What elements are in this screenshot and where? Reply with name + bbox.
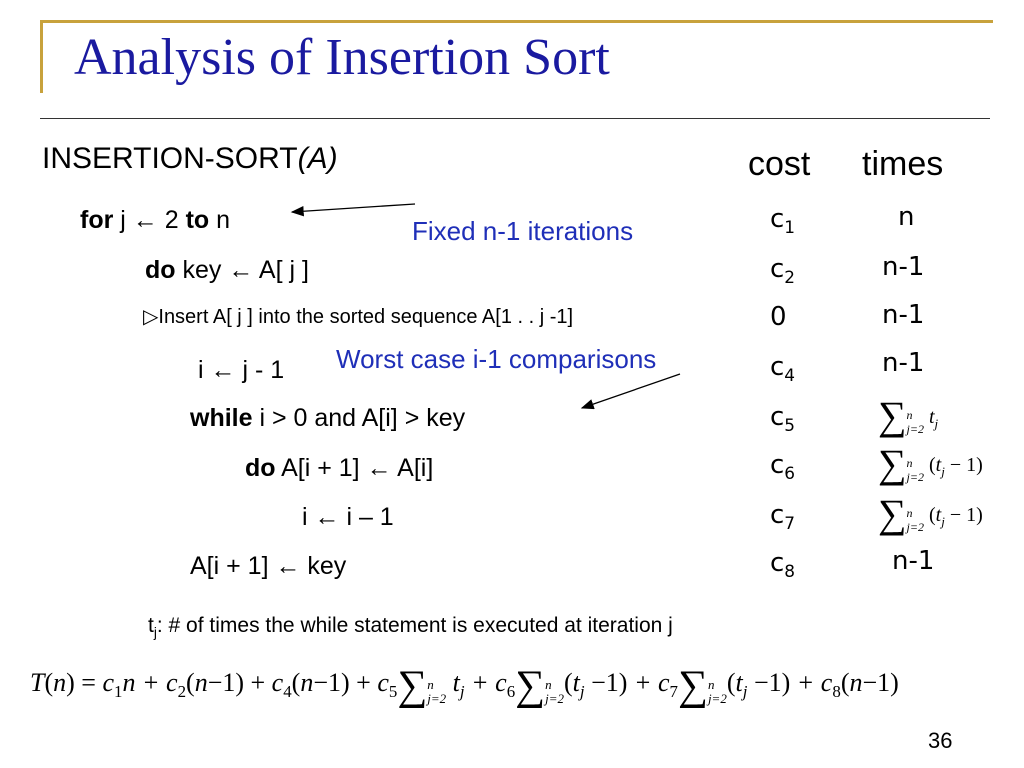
times-line-1: n <box>898 202 915 232</box>
code-text: i > 0 and A[i] > key <box>252 404 466 432</box>
code-line-7: i ← i – 1 <box>302 503 394 531</box>
code-line-5: while i > 0 and A[i] > key <box>190 404 465 433</box>
code-text: n <box>209 206 231 234</box>
times-header: times <box>862 145 944 183</box>
times-line-4: n-1 <box>882 348 925 378</box>
cost-c1: c1 <box>770 204 796 238</box>
cost-0: 0 <box>770 302 787 332</box>
title-bracket-decoration <box>40 20 993 93</box>
algorithm-header: INSERTION-SORT(A) <box>42 142 338 176</box>
cost-header: cost <box>748 145 811 183</box>
cost-formula: T(n) = c1n + c2(n−1) + c4(n−1) + c5∑n j=2… <box>30 663 899 709</box>
keyword: do <box>245 454 276 482</box>
arrow-to-for-line <box>290 203 416 217</box>
title-divider <box>40 118 990 119</box>
cost-c4: c4 <box>770 352 796 386</box>
annotation-fixed-iterations: Fixed n-1 iterations <box>412 216 634 246</box>
cost-c8: c8 <box>770 548 796 582</box>
code-text: A[i + 1] ← A[i] <box>275 454 434 482</box>
algorithm-arg: (A) <box>297 142 338 175</box>
code-line-1: for j ← 2 to n <box>80 206 230 235</box>
code-line-3: ▷Insert A[ j ] into the sorted sequence … <box>143 306 574 328</box>
times-line-3: n-1 <box>882 300 925 330</box>
keyword: while <box>190 404 253 432</box>
code-line-8: A[i + 1] ← key <box>190 552 347 580</box>
arrow-to-while-line <box>580 373 681 410</box>
keyword: for <box>80 206 114 234</box>
times-sum-tj: ∑n j=2 tj <box>878 393 939 438</box>
times-sum-tj-minus-1: ∑n j=2 (tj − 1) <box>878 441 983 486</box>
times-line-2: n-1 <box>882 252 925 282</box>
keyword: do <box>145 256 176 284</box>
slide-title: Analysis of Insertion Sort <box>74 29 610 86</box>
keyword: to <box>185 206 210 234</box>
code-text: key ← A[ j ] <box>175 256 309 284</box>
times-line-8: n-1 <box>892 546 935 576</box>
tj-definition-note: tj: # of times the while statement is ex… <box>148 614 673 641</box>
cost-c2: c2 <box>770 254 796 288</box>
code-line-4: i ← j - 1 <box>198 356 285 384</box>
annotation-worst-case: Worst case i-1 comparisons <box>336 344 657 374</box>
code-line-6: do A[i + 1] ← A[i] <box>245 454 433 483</box>
cost-c5: c5 <box>770 402 796 436</box>
times-sum-tj-minus-1-second: ∑n j=2 (tj − 1) <box>878 491 983 536</box>
code-text: j ← 2 <box>113 206 186 234</box>
code-line-2: do key ← A[ j ] <box>145 256 309 285</box>
cost-c7: c7 <box>770 500 796 534</box>
algorithm-name: INSERTION-SORT <box>42 142 298 175</box>
page-number: 36 <box>928 728 953 753</box>
cost-c6: c6 <box>770 450 796 484</box>
